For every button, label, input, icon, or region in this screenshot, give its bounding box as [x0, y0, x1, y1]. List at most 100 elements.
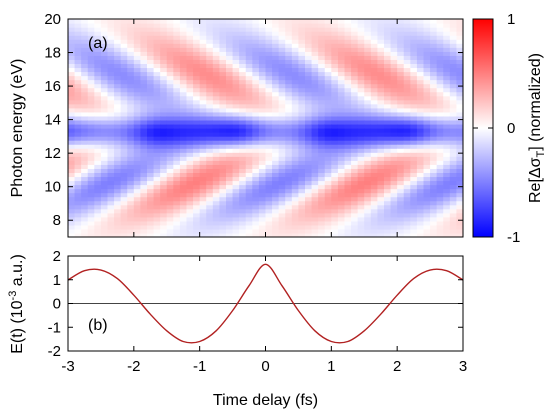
heatmap-cell [337, 152, 346, 157]
heatmap-cell [81, 31, 89, 36]
heatmap-cell [140, 148, 148, 153]
heatmap-cell [291, 83, 300, 89]
heatmap-cell [410, 35, 418, 40]
heatmap-cell [423, 172, 431, 178]
heatmap-cell [239, 224, 247, 230]
heatmap-cell [423, 31, 431, 36]
heatmap-cell [245, 111, 253, 117]
heatmap-cell [87, 19, 95, 24]
heatmap-cell [344, 51, 352, 56]
heatmap-cell [245, 172, 253, 178]
heatmap-cell [226, 91, 234, 97]
heatmap-cell [107, 47, 115, 52]
heatmap-cell [219, 148, 227, 153]
heatmap-cell [291, 180, 300, 186]
heatmap-cell [133, 115, 142, 121]
heatmap-cell [94, 164, 102, 169]
heatmap-cell [68, 208, 76, 214]
heatmap-cell [74, 172, 82, 178]
heatmap-cell [436, 95, 444, 101]
heatmap-cell [272, 67, 280, 73]
heatmap-cell [456, 228, 463, 234]
heatmap-cell [74, 136, 82, 141]
heatmap-cell [436, 39, 444, 44]
heatmap-cell [127, 192, 135, 198]
heatmap-cell [410, 132, 418, 137]
heatmap-cell [87, 172, 95, 178]
heatmap-cell [265, 67, 273, 73]
heatmap-cell [423, 47, 431, 52]
heatmap-cell [344, 156, 352, 161]
heatmap-cell [153, 172, 161, 178]
heatmap-cell [81, 63, 89, 69]
heatmap-cell [100, 132, 109, 137]
heatmap-cell [127, 188, 135, 194]
heatmap-cell [186, 23, 194, 28]
heatmap-cell [199, 67, 207, 73]
heatmap-cell [430, 212, 438, 218]
heatmap-cell [298, 192, 306, 198]
heatmap-cell [87, 55, 95, 60]
heatmap-cell [239, 196, 247, 202]
heatmap-cell [265, 128, 273, 133]
heatmap-cell [166, 59, 174, 65]
heatmap-cell [74, 148, 82, 153]
heatmap-cell [147, 63, 155, 69]
heatmap-cell [239, 19, 247, 24]
heatmap-cell [193, 71, 201, 77]
heatmap-cell [114, 39, 122, 44]
heatmap-cell [239, 160, 247, 165]
heatmap-cell [120, 180, 128, 186]
heatmap-cell [377, 140, 385, 145]
heatmap-cell [252, 192, 260, 198]
heatmap-cell [212, 164, 221, 169]
heatmap-cell [377, 212, 385, 218]
heatmap-cell [212, 63, 221, 69]
heatmap-cell [127, 144, 135, 149]
heatmap-cell [219, 132, 227, 137]
heatmap-cell [219, 43, 227, 48]
heatmap-cell [278, 19, 286, 24]
heatmap-cell [298, 87, 306, 93]
heatmap-cell [357, 87, 365, 93]
heatmap-cell [377, 31, 385, 36]
heatmap-cell [252, 204, 260, 210]
heatmap-cell [94, 172, 102, 178]
heatmap-cell [311, 132, 319, 137]
heatmap-cell [87, 35, 95, 40]
heatmap-cell [351, 71, 359, 77]
heatmap-cell [410, 232, 418, 237]
heatmap-cell [456, 152, 463, 157]
heatmap-cell [186, 35, 194, 40]
heatmap-cell [337, 140, 346, 145]
heatmap-cell [114, 176, 122, 182]
heatmap-cell [272, 75, 280, 81]
heatmap-cell [232, 63, 240, 69]
heatmap-cell [147, 132, 155, 137]
heatmap-cell [298, 196, 306, 202]
heatmap-cell [305, 220, 313, 226]
heatmap-cell [219, 208, 227, 214]
heatmap-cell [370, 216, 379, 222]
heatmap-cell [265, 23, 273, 28]
heatmap-cell [337, 164, 346, 169]
heatmap-cell [337, 220, 346, 226]
heatmap-cell [87, 119, 95, 125]
y-tick-label: 18 [44, 45, 61, 62]
heatmap-cell [423, 79, 431, 85]
heatmap-cell [74, 208, 82, 214]
heatmap-cell [68, 160, 76, 165]
heatmap-cell [410, 19, 418, 24]
heatmap-cell [239, 103, 247, 109]
heatmap-cell [430, 144, 438, 149]
heatmap-cell [443, 172, 451, 178]
heatmap-cell [291, 172, 300, 178]
heatmap-cell [258, 107, 267, 113]
heatmap-cell [331, 172, 339, 178]
heatmap-cell [81, 140, 89, 145]
heatmap-cell [239, 168, 247, 174]
heatmap-cell [186, 79, 194, 85]
heatmap-cell [219, 55, 227, 60]
heatmap-cell [272, 35, 280, 40]
heatmap-cell [272, 184, 280, 190]
